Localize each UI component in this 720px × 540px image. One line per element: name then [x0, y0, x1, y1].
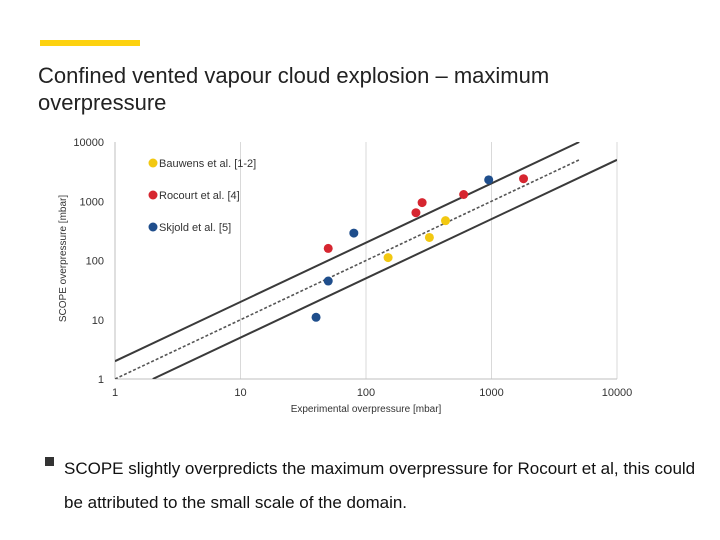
y-tick-label: 100: [86, 256, 104, 268]
reference-lines: [115, 142, 617, 379]
accent-bar: [40, 40, 140, 46]
x-tick-label: 10: [234, 387, 246, 399]
bound-line: [115, 142, 580, 363]
y-tick-label: 1: [98, 374, 104, 386]
data-point: [424, 232, 434, 242]
bullet-marker: [45, 457, 54, 466]
data-point: [383, 253, 393, 263]
y-axis-title: SCOPE overpressure [mbar]: [58, 195, 69, 322]
data-point: [484, 175, 494, 185]
slide-title: Confined vented vapour cloud explosion –…: [38, 63, 550, 115]
scatter-chart: 1 10 100 1000 10000 1 10 100 1000 10000 Experiment…: [58, 137, 633, 415]
x-axis-title: Experimental overpressure [mbar]: [291, 404, 442, 415]
data-point: [323, 276, 333, 286]
data-point: [411, 208, 421, 218]
legend-label: Bauwens et al. [1-2]: [159, 158, 256, 170]
bullet-text: SCOPE slightly overpredicts the maximum …: [64, 459, 696, 512]
legend-marker: [148, 158, 158, 168]
x-tick-label: 10000: [602, 387, 633, 399]
x-tick-label: 1000: [479, 387, 503, 399]
y-tick-label: 10000: [73, 137, 104, 149]
x-tick-label: 100: [357, 387, 375, 399]
data-point: [417, 198, 427, 208]
data-point: [349, 228, 359, 238]
data-point: [441, 216, 451, 226]
data-point: [459, 189, 469, 199]
legend-label: Rocourt et al. [4]: [159, 190, 240, 202]
x-tick-label: 1: [112, 387, 118, 399]
data-point: [519, 174, 529, 184]
y-tick-label: 10: [92, 315, 104, 327]
legend-marker: [148, 190, 158, 200]
parity-line: [115, 159, 580, 379]
legend-label: Skjold et al. [5]: [159, 222, 231, 234]
bound-line: [152, 158, 617, 379]
legend-marker: [148, 222, 158, 232]
data-point: [311, 312, 321, 322]
data-point: [323, 243, 333, 253]
y-tick-label: 1000: [80, 196, 104, 208]
